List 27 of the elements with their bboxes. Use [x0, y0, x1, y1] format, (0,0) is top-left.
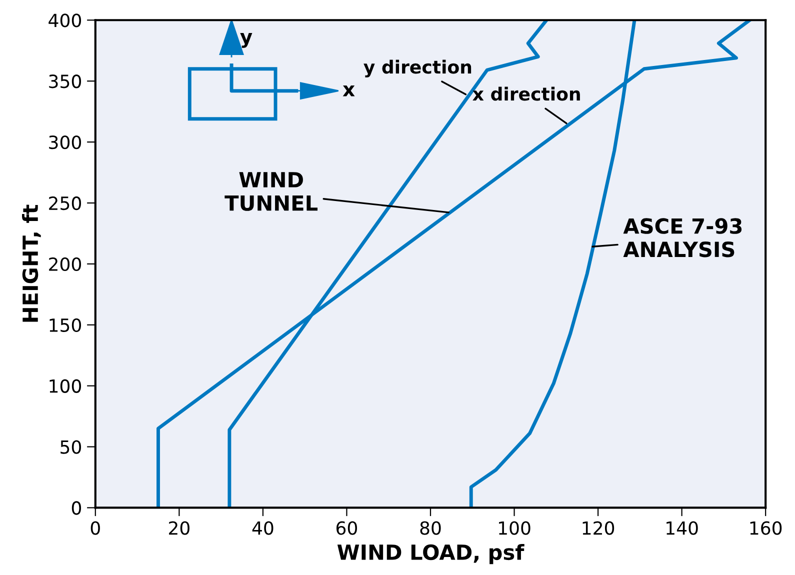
y-tick-label: 250 — [49, 196, 82, 210]
annotation: y direction — [364, 60, 472, 78]
y-tick-label: 200 — [49, 257, 82, 272]
y-tick-label: 100 — [50, 379, 82, 393]
x-tick-label: 40 — [252, 521, 274, 535]
y-tick-label: 300 — [49, 135, 82, 150]
y-axis-title: HEIGHT, ft — [22, 204, 41, 322]
x-tick-label: 20 — [169, 521, 190, 535]
annotation: x direction — [472, 86, 580, 101]
y-tick-label: 350 — [49, 74, 82, 88]
x-tick-label: 140 — [666, 521, 698, 535]
annotation: y — [240, 32, 252, 48]
annotation: x — [342, 86, 355, 96]
y-tick-label: 0 — [72, 501, 82, 515]
x-tick-label: 160 — [750, 521, 782, 535]
y-tick-label: 150 — [50, 318, 82, 332]
x-tick-label: 0 — [90, 521, 100, 535]
x-axis-title: WIND LOAD, psf — [337, 544, 524, 564]
x-tick-label: 60 — [336, 521, 358, 535]
y-tick-label: 50 — [60, 440, 82, 454]
x-tick-label: 120 — [582, 521, 614, 535]
x-tick-label: 100 — [499, 521, 530, 535]
x-tick-label: 80 — [420, 521, 441, 535]
line-series — [156, 20, 752, 508]
y-tick-label: 400 — [48, 14, 82, 28]
annotation: WIND TUNNEL — [224, 172, 318, 211]
annotation: ASCE 7-93 ANALYSIS — [623, 218, 742, 258]
